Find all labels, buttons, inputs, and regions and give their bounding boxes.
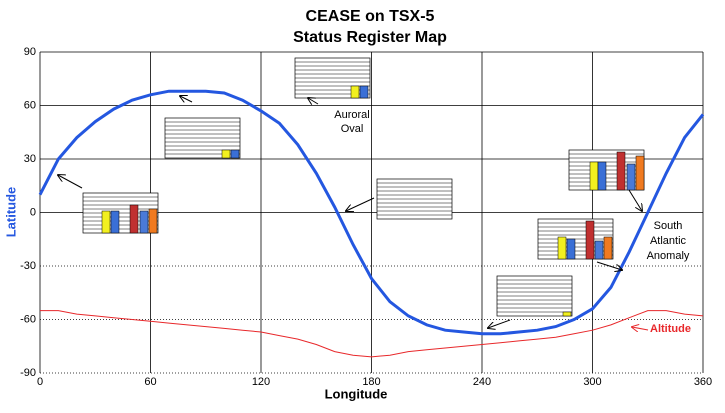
inset-bar <box>562 311 572 317</box>
inset-bar <box>597 161 607 191</box>
x-tick-label: 60 <box>144 376 156 388</box>
inset-bar <box>589 161 599 191</box>
inset-bar <box>585 220 595 260</box>
y-tick-label: -90 <box>20 367 36 379</box>
chart-title: CEASE on TSX-5 <box>306 8 435 25</box>
y-tick-label: 0 <box>30 206 36 218</box>
annotation: South <box>654 220 683 232</box>
annotation: Oval <box>341 123 364 135</box>
inset-bar <box>359 85 369 99</box>
inset-bar <box>148 208 158 234</box>
inset-bar <box>101 210 111 234</box>
arrows <box>58 96 649 330</box>
y-tick-label: 90 <box>24 46 36 58</box>
inset-bar <box>566 238 576 260</box>
inset-bar <box>635 155 645 191</box>
x-tick-label: 240 <box>473 376 491 388</box>
annotation: Atlantic <box>650 235 687 247</box>
annotation: Auroral <box>334 109 369 121</box>
y-tick-label: 30 <box>24 153 36 165</box>
y-tick-label: -30 <box>20 260 36 272</box>
series-line <box>40 310 704 358</box>
chart-subtitle: Status Register Map <box>293 29 447 46</box>
series-label: Altitude <box>650 323 691 335</box>
x-tick-label: 180 <box>362 376 380 388</box>
inset-bar <box>129 204 139 234</box>
inset-bar <box>603 236 613 260</box>
y-tick-label: 60 <box>24 99 36 111</box>
insets <box>82 57 645 317</box>
inset-bar <box>594 240 604 260</box>
series-line <box>38 89 705 336</box>
annotation: Anomaly <box>647 250 690 262</box>
inset-bar <box>350 85 360 99</box>
inset-bar <box>616 151 626 191</box>
inset-bar <box>557 236 567 260</box>
inset-bar <box>230 149 240 159</box>
inset-bar <box>626 163 636 191</box>
x-tick-label: 360 <box>694 376 712 388</box>
x-axis-label: Longitude <box>325 386 388 401</box>
x-tick-label: 300 <box>583 376 601 388</box>
inset-bar <box>139 210 149 234</box>
plot <box>38 89 705 358</box>
inset-bar <box>110 210 120 234</box>
y-tick-label: -60 <box>20 313 36 325</box>
inset-bar <box>221 149 231 159</box>
x-tick-label: 120 <box>252 376 270 388</box>
x-tick-label: 0 <box>37 376 43 388</box>
y-axis-label: Latitude <box>3 187 18 238</box>
